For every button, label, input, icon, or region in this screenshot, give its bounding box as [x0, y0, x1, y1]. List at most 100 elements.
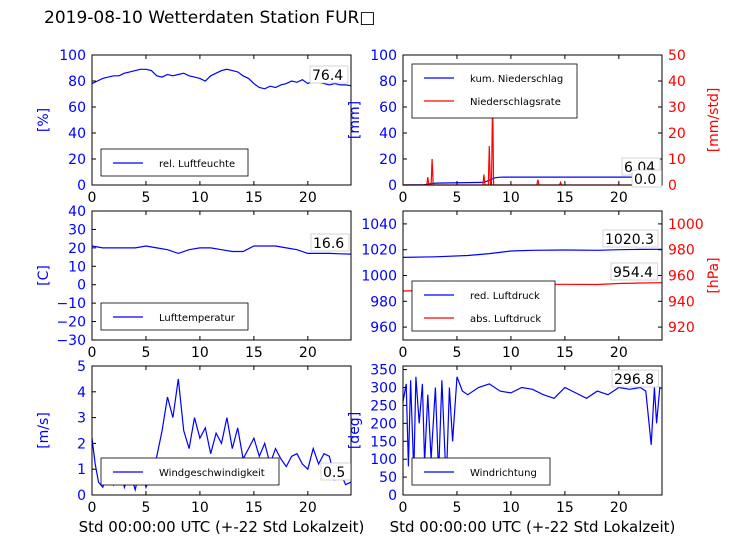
pressure-legend-label-0: red. Luftdruck — [470, 291, 540, 302]
humidity-xtick-label-4: 20 — [299, 190, 317, 206]
humidity-annotation-box-0 — [309, 65, 349, 84]
winddirection-ytick-label-5: 250 — [370, 398, 397, 414]
windspeed-legend-label-0: Windgeschwindigkeit — [159, 468, 265, 479]
windspeed-ytick-label-3: 3 — [77, 411, 86, 427]
temperature-xtick-label-2: 10 — [191, 345, 209, 361]
chart-title: 2019-08-10 Wetterdaten Station FUR□ — [44, 8, 376, 28]
winddirection-xtick-label-3: 15 — [556, 500, 574, 516]
winddirection-ytick-label-6: 300 — [370, 381, 397, 397]
pressure-ytick-right-label-4: 1000 — [668, 217, 704, 233]
windspeed-xtick-label-2: 10 — [191, 500, 209, 516]
pressure-ylabel-right: [hPa] — [706, 257, 722, 293]
humidity-legend-label-0: rel. Luftfeuchte — [159, 159, 235, 170]
temperature-xtick-label-4: 20 — [299, 345, 317, 361]
precipitation-ytick-label-2: 40 — [379, 126, 397, 142]
pressure-annotation-1: 954.4 — [613, 265, 653, 281]
pressure-ytick-label-0: 960 — [370, 320, 397, 336]
humidity-ylabel: [%] — [36, 108, 52, 132]
humidity-xtick-label-3: 15 — [245, 190, 263, 206]
windspeed-xtick-label-1: 5 — [141, 500, 150, 516]
temperature-xtick-label-1: 5 — [141, 345, 150, 361]
precipitation-legend-box — [411, 63, 578, 119]
temperature-xtick-label-3: 15 — [245, 345, 263, 361]
humidity-annotation-0: 76.4 — [312, 68, 343, 84]
winddirection-xtick-label-2: 10 — [502, 500, 520, 516]
temperature-ytick-label-1: −20 — [56, 315, 86, 331]
temperature-plot-frame — [91, 210, 352, 341]
humidity-xtick-label-1: 5 — [141, 190, 150, 206]
precipitation-xtick-label-0: 0 — [399, 190, 408, 206]
precipitation-xtick-label-4: 20 — [610, 190, 628, 206]
winddirection-annotation-0: 296.8 — [614, 372, 654, 388]
pressure-ytick-label-1: 980 — [370, 294, 397, 310]
humidity-series-0-line — [91, 68, 352, 90]
humidity-ytick-label-3: 60 — [68, 100, 86, 116]
winddirection-ylabel: [deg] — [347, 412, 363, 449]
pressure-ytick-label-4: 1040 — [361, 217, 397, 233]
precipitation-series-0-line — [402, 176, 662, 186]
precipitation-ytick-label-0: 0 — [388, 178, 397, 194]
winddirection-ytick-label-0: 0 — [388, 488, 397, 504]
pressure-ytick-right-label-2: 960 — [668, 269, 695, 285]
windspeed-ytick-label-2: 2 — [77, 436, 86, 452]
humidity-ytick-label-2: 40 — [68, 126, 86, 142]
pressure-xtick-label-1: 5 — [452, 345, 461, 361]
windspeed-xtick-label-0: 0 — [88, 500, 97, 516]
temperature-ytick-label-2: −10 — [56, 296, 86, 312]
windspeed-ytick-label-4: 4 — [77, 385, 86, 401]
humidity-ytick-label-5: 100 — [59, 48, 86, 64]
pressure-annotation-box-1 — [610, 262, 658, 281]
pressure-ytick-right-label-0: 920 — [668, 320, 695, 336]
temperature-ytick-label-7: 40 — [68, 204, 86, 220]
winddirection-ytick-label-2: 100 — [370, 452, 397, 468]
temperature-legend-label-0: Lufttemperatur — [159, 313, 236, 324]
pressure-xtick-label-4: 20 — [610, 345, 628, 361]
windspeed-annotation-0: 0.5 — [323, 465, 345, 481]
precipitation-annotation-1: 0.0 — [634, 172, 656, 188]
temperature-annotation-0: 16.6 — [313, 236, 344, 252]
windspeed-ytick-label-0: 0 — [77, 488, 86, 504]
winddirection-ytick-label-7: 350 — [370, 363, 397, 379]
windspeed-ylabel: [m/s] — [36, 412, 52, 449]
pressure-ytick-label-3: 1020 — [361, 243, 397, 259]
humidity-plot-frame — [91, 54, 352, 186]
winddirection-xlabel: Std 00:00:00 UTC (+-22 Std Lokalzeit) — [390, 518, 676, 536]
precipitation-ylabel-right: [mm/std] — [706, 88, 722, 153]
precipitation-ytick-label-5: 100 — [370, 48, 397, 64]
windspeed-annotation-box-0 — [320, 462, 351, 481]
winddirection-legend-label-0: Windrichtung — [470, 468, 537, 479]
precipitation-ytick-label-1: 20 — [379, 152, 397, 168]
temperature-ylabel: [C] — [36, 265, 52, 286]
precipitation-legend-label-1: Niederschlagsrate — [470, 97, 561, 108]
temperature-ytick-label-0: −30 — [56, 333, 86, 349]
pressure-ytick-right-label-3: 980 — [668, 243, 695, 259]
precipitation-ylabel: [mm] — [347, 101, 363, 139]
windspeed-xtick-label-3: 15 — [245, 500, 263, 516]
precipitation-ytick-label-3: 60 — [379, 100, 397, 116]
windspeed-ytick-label-1: 1 — [77, 462, 86, 478]
humidity-xtick-label-0: 0 — [88, 190, 97, 206]
temperature-xtick-label-0: 0 — [88, 345, 97, 361]
winddirection-xtick-label-1: 5 — [452, 500, 461, 516]
precipitation-xtick-label-2: 10 — [502, 190, 520, 206]
temperature-ytick-label-3: 0 — [77, 278, 86, 294]
winddirection-annotation-box-0 — [611, 369, 659, 388]
precipitation-xtick-label-3: 15 — [556, 190, 574, 206]
temperature-ytick-label-6: 30 — [68, 222, 86, 238]
pressure-legend-box — [411, 280, 556, 332]
pressure-series-0-line — [402, 248, 663, 258]
humidity-ytick-label-1: 20 — [68, 152, 86, 168]
pressure-xtick-label-2: 10 — [502, 345, 520, 361]
precipitation-ytick-right-label-5: 50 — [668, 48, 686, 64]
temperature-annotation-box-0 — [310, 233, 350, 252]
pressure-xtick-label-0: 0 — [399, 345, 408, 361]
windspeed-plot-frame — [91, 365, 352, 496]
pressure-annotation-box-0 — [602, 229, 659, 248]
precipitation-annotation-box-1 — [631, 169, 662, 188]
precipitation-plot-frame — [402, 54, 663, 186]
precipitation-ytick-label-4: 80 — [379, 74, 397, 90]
precipitation-ytick-right-label-3: 30 — [668, 100, 686, 116]
pressure-legend-label-1: abs. Luftdruck — [470, 314, 541, 325]
temperature-ytick-label-5: 20 — [68, 241, 86, 257]
